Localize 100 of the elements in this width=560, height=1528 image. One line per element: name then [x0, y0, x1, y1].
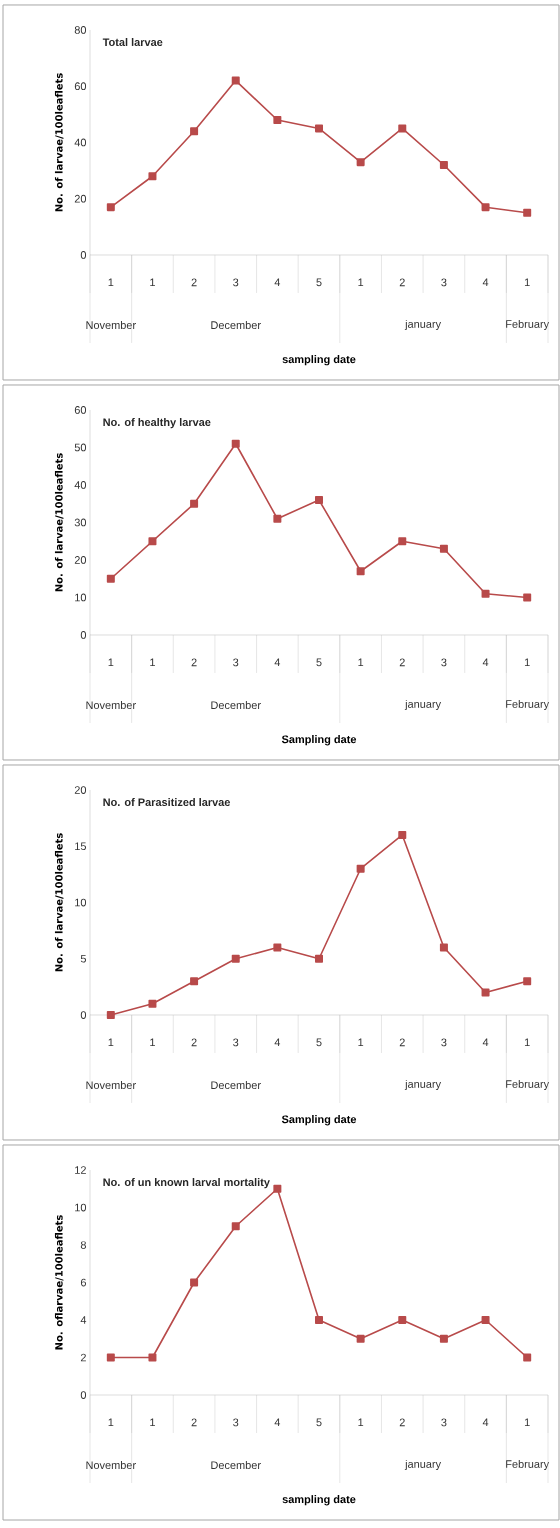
x-tick-label: 5	[316, 1038, 322, 1047]
y-tick-label: 20	[74, 194, 87, 203]
text: February	[506, 1079, 550, 1091]
x-tick-label: 1	[524, 278, 530, 287]
point	[190, 977, 199, 986]
point	[439, 1334, 448, 1343]
x-tick-label: 5	[316, 1418, 322, 1427]
text: Total larvae	[102, 38, 163, 47]
y-tick-label: 30	[74, 518, 87, 527]
y-tick-label: 10	[75, 593, 87, 602]
y-tick-label: 0	[80, 1011, 87, 1019]
x-tick-label: 1	[150, 1038, 155, 1047]
y-tick-label: 10	[75, 1203, 87, 1212]
text: December	[211, 1460, 261, 1470]
x-tick-label: 4	[482, 278, 489, 287]
y-tick-label: 40	[74, 481, 87, 489]
text: january	[404, 319, 442, 331]
y-tick-label: 20	[74, 786, 87, 794]
text: November	[86, 1460, 136, 1470]
x-axis-title: Sampling date	[281, 735, 357, 746]
x-axis-title: sampling date	[282, 355, 356, 366]
x-tick-label: 1	[150, 658, 155, 667]
point	[481, 589, 490, 598]
point	[481, 1316, 490, 1324]
point	[231, 954, 240, 963]
y-tick-label: 10	[75, 898, 87, 907]
text: February	[506, 319, 550, 331]
y-tick-label: 0	[80, 251, 87, 259]
point	[315, 495, 323, 504]
y-tick-label: 8	[80, 1241, 86, 1249]
x-tick-label: 2	[399, 1038, 405, 1047]
point	[190, 499, 199, 508]
point	[439, 943, 448, 952]
text: December	[211, 320, 261, 330]
x-tick-label: 4	[274, 1038, 281, 1047]
text: February	[506, 1459, 550, 1471]
x-tick-label: 2	[191, 1038, 197, 1047]
point	[315, 124, 323, 133]
x-tick-label: 3	[441, 658, 447, 667]
point	[273, 514, 282, 523]
y-axis-title: No. of larvae/100leaflets	[54, 833, 64, 972]
x-tick-label: 1	[150, 278, 155, 287]
x-tick-label: 1	[358, 1418, 364, 1427]
point	[190, 127, 199, 136]
point	[356, 567, 365, 576]
x-tick-label: 1	[358, 658, 364, 667]
point	[148, 537, 157, 546]
x-tick-label: 5	[316, 278, 322, 287]
y-tick-label: 6	[80, 1278, 86, 1287]
y-tick-label: 12	[75, 1166, 86, 1174]
x-tick-label: 1	[524, 658, 530, 667]
x-tick-label: 3	[233, 1038, 239, 1047]
point	[231, 439, 240, 448]
point	[356, 1334, 365, 1343]
y-tick-label: 15	[75, 842, 87, 851]
y-tick-label: 2	[80, 1353, 86, 1362]
point	[523, 593, 532, 602]
y-axis-title: No. of larvae/100leaflets	[54, 73, 64, 212]
y-tick-label: 40	[74, 138, 87, 147]
y-tick-label: 80	[74, 26, 87, 34]
point	[148, 172, 157, 181]
x-tick-label: 1	[108, 658, 114, 667]
point	[106, 1011, 115, 1019]
point	[148, 999, 157, 1008]
y-tick-label: 0	[80, 631, 87, 639]
x-tick-label: 1	[358, 1038, 364, 1047]
point	[190, 1278, 199, 1287]
point	[439, 544, 448, 553]
x-tick-label: 2	[399, 1418, 405, 1427]
point	[273, 1184, 282, 1193]
point	[481, 203, 490, 212]
point	[148, 1353, 157, 1362]
text: january	[404, 699, 442, 711]
point	[398, 537, 407, 546]
x-tick-label: 3	[233, 658, 239, 667]
text: November	[86, 320, 136, 330]
point	[231, 76, 240, 85]
point	[356, 864, 365, 873]
point	[315, 1316, 323, 1324]
y-tick-label: 20	[74, 556, 87, 564]
text: january	[404, 1459, 442, 1471]
x-axis-title: sampling date	[282, 1495, 356, 1506]
x-tick-label: 2	[399, 658, 405, 667]
x-tick-label: 4	[274, 278, 281, 287]
text: No. of un known larval mortality	[103, 1178, 270, 1189]
point	[398, 1316, 407, 1324]
y-axis-title: No. of larvae/100leaflets	[54, 453, 64, 592]
text: December	[211, 1080, 261, 1090]
point	[106, 203, 115, 212]
x-tick-label: 4	[482, 1038, 489, 1047]
y-axis-title: No. oflarvae/100leaflets	[54, 1215, 64, 1350]
point	[231, 1222, 240, 1231]
text: November	[86, 1080, 136, 1090]
point	[273, 943, 282, 952]
text: No. of healthy larvae	[103, 418, 211, 429]
x-tick-label: 2	[191, 1418, 197, 1427]
y-tick-label: 5	[80, 954, 87, 963]
point	[106, 574, 115, 583]
point	[356, 158, 365, 167]
text: No. of Parasitized larvae	[103, 798, 230, 807]
